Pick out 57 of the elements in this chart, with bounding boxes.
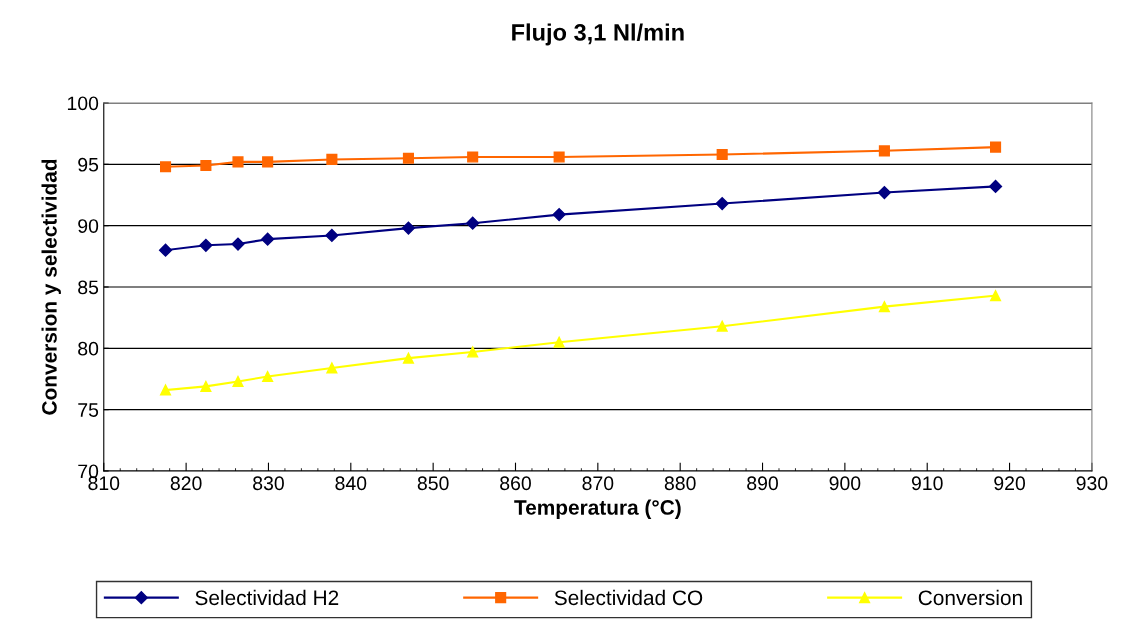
legend-label: Conversion: [918, 589, 1022, 606]
point: [716, 148, 728, 161]
x-tick-label: 880: [664, 476, 696, 491]
point: [467, 151, 479, 163]
x-tick-label: 820: [170, 476, 202, 491]
point: [716, 320, 728, 332]
point: [552, 208, 566, 222]
y-tick-label: 95: [78, 157, 99, 172]
x-tick-label: 870: [582, 476, 614, 491]
legend-label: Selectividad H2: [195, 589, 339, 606]
x-tick-label: 890: [747, 476, 778, 491]
x-tick-label: 930: [1076, 476, 1108, 491]
point: [466, 216, 480, 230]
point: [326, 362, 338, 374]
x-tick-label: 900: [829, 476, 861, 491]
y-tick-label: 75: [78, 403, 99, 417]
point: [878, 301, 890, 313]
point: [326, 153, 338, 165]
point: [878, 145, 890, 157]
point: [877, 185, 891, 200]
point: [200, 159, 212, 172]
x-tick-label: 850: [417, 476, 449, 491]
point: [199, 238, 213, 252]
point: [232, 156, 244, 168]
chart-title: Flujo 3,1 Nl/min: [512, 23, 684, 46]
point: [232, 375, 244, 388]
point: [159, 384, 172, 396]
legend-label: Selectividad CO: [554, 589, 703, 606]
point: [262, 370, 274, 383]
x-tick-label: 840: [335, 476, 367, 491]
x-tick-label: 910: [911, 476, 943, 491]
point: [159, 161, 172, 173]
point: [401, 221, 416, 235]
y-axis-title: Conversion y selectividad: [41, 159, 61, 415]
point: [990, 141, 1002, 153]
y-tick-label: 90: [78, 219, 99, 233]
x-tick-label: 830: [253, 476, 284, 491]
point: [262, 156, 274, 168]
point: [467, 346, 479, 358]
point: [990, 290, 1002, 302]
point: [325, 228, 339, 243]
y-tick-label: 85: [78, 280, 99, 295]
point: [553, 336, 565, 348]
y-tick-label: 100: [67, 96, 99, 111]
x-tick-label: 860: [500, 476, 531, 491]
point: [402, 352, 415, 364]
point: [158, 243, 173, 257]
point: [553, 151, 565, 163]
x-axis-title: Temperatura (°C): [514, 499, 681, 519]
point: [988, 179, 1003, 193]
point: [261, 232, 275, 246]
x-tick-label: 920: [994, 476, 1026, 491]
y-tick-label: 80: [78, 341, 99, 356]
point: [402, 152, 415, 164]
point: [231, 237, 245, 251]
point: [200, 380, 212, 392]
point: [715, 196, 729, 211]
